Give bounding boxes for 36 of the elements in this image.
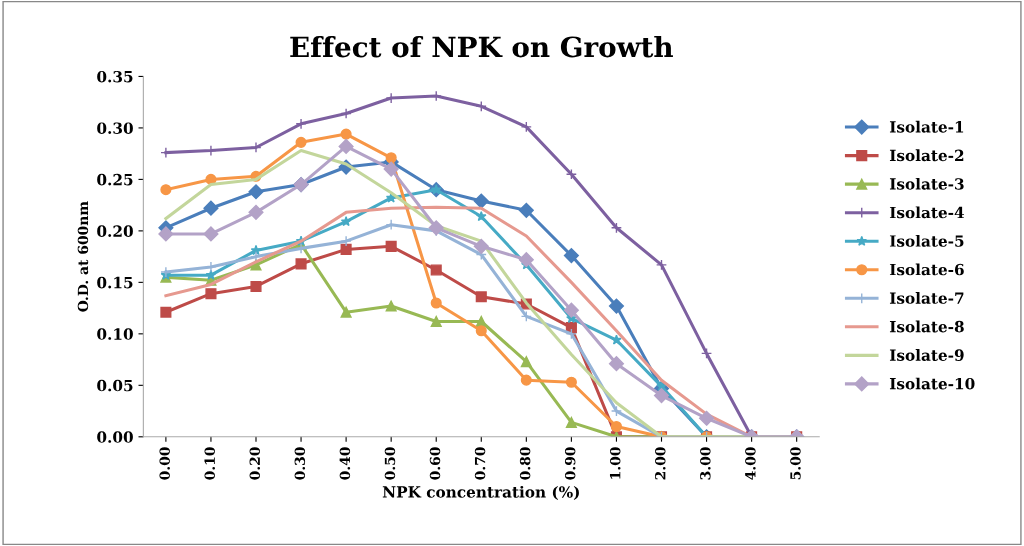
y-tick-label: 0.10 xyxy=(97,328,133,340)
legend-label: Isolate-4 xyxy=(889,206,965,219)
y-tick-label: 0.15 xyxy=(97,276,133,289)
x-tick-label: 0.20 xyxy=(249,447,261,480)
x-tick-label: 0.80 xyxy=(519,447,531,480)
x-tick-label: 0.10 xyxy=(204,447,215,480)
y-tick-label: 0.35 xyxy=(97,70,133,83)
legend-label: Isolate-9 xyxy=(889,349,964,361)
x-tick-label: 0.60 xyxy=(429,447,441,480)
y-tick-label: 0.20 xyxy=(97,225,133,237)
y-tick-label: 0.00 xyxy=(97,431,133,443)
legend-label: Isolate-10 xyxy=(889,377,975,390)
y-tick-label: 0.25 xyxy=(97,173,133,186)
y-axis-title: O.D. at 600nm xyxy=(77,201,89,312)
y-tick-label: 0.05 xyxy=(97,379,133,392)
x-tick-label: 0.70 xyxy=(474,447,486,480)
legend-label: Isolate-8 xyxy=(889,320,964,333)
x-tick-label: 4.00 xyxy=(745,447,756,480)
x-tick-label: 5.00 xyxy=(790,447,801,480)
x-tick-label: 0.40 xyxy=(339,447,351,480)
x-tick-label: 3.00 xyxy=(700,447,711,480)
x-tick-label: 0.50 xyxy=(384,447,396,480)
legend-label: Isolate-5 xyxy=(889,234,964,247)
legend-label: Isolate-3 xyxy=(889,177,964,190)
x-tick-label: 0.00 xyxy=(159,447,170,480)
x-tick-label: 2.00 xyxy=(655,447,666,480)
legend-label: Isolate-1 xyxy=(889,120,964,133)
x-tick-label: 1.00 xyxy=(609,447,621,479)
legend-label: Isolate-7 xyxy=(889,292,964,304)
chart-title: Effect of NPK on Growth xyxy=(290,35,673,58)
legend-label: Isolate-2 xyxy=(889,149,964,162)
legend-label: Isolate-6 xyxy=(889,263,964,276)
x-axis-title: NPK concentration (%) xyxy=(382,485,579,500)
x-tick-label: 0.90 xyxy=(564,447,576,480)
x-tick-label: 0.30 xyxy=(294,447,306,480)
y-tick-label: 0.30 xyxy=(97,122,133,134)
